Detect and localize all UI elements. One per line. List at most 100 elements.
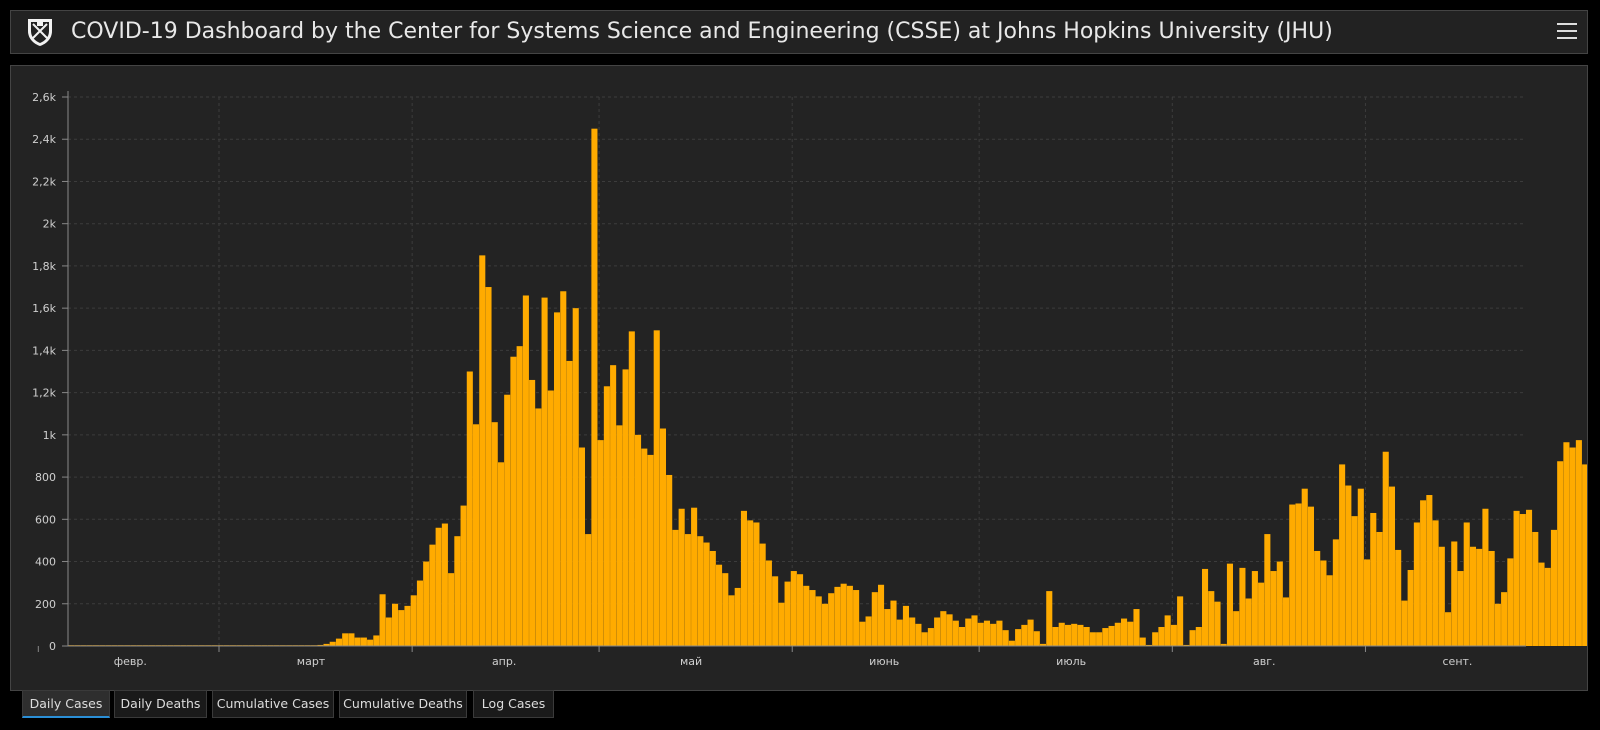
y-tick-label: 1,8k [32, 260, 56, 273]
bar [398, 610, 405, 646]
bar [335, 638, 343, 646]
bar [541, 297, 548, 646]
bar [572, 308, 579, 646]
bar [448, 573, 455, 646]
bar [1233, 611, 1240, 646]
bar [840, 583, 847, 646]
bar [1177, 596, 1184, 646]
bar [921, 632, 928, 646]
bar [404, 605, 411, 646]
bar [1064, 624, 1072, 646]
bar [1532, 531, 1539, 646]
bar [1582, 464, 1589, 646]
bar [803, 585, 810, 646]
bar [1015, 629, 1022, 646]
bar [1058, 622, 1065, 646]
bar [1345, 485, 1352, 646]
bar [597, 440, 604, 646]
bar [1364, 559, 1371, 646]
bar [846, 585, 853, 646]
y-tick-label: 200 [35, 598, 56, 611]
bar [821, 603, 829, 646]
bar [1145, 644, 1153, 646]
dashboard-header: COVID-19 Dashboard by the Center for Sys… [10, 10, 1588, 54]
bar [666, 474, 673, 646]
bar [379, 594, 386, 646]
bar [884, 609, 891, 646]
bar [1569, 447, 1576, 646]
bar [1420, 500, 1427, 646]
y-tick-label: 2,6k [32, 91, 56, 104]
bar [1283, 597, 1290, 646]
bar [1469, 546, 1477, 646]
x-tick-label: март [297, 655, 326, 668]
bar [896, 619, 903, 646]
bar [392, 603, 399, 646]
bar [1476, 548, 1483, 646]
bar [1407, 569, 1414, 646]
chart-panel: 0 200 400 600 800 1k 1,2k 1,4k 1,6k 1,8k 2k 2,2k 2,4… [10, 65, 1600, 691]
tab-cumulative-deaths[interactable]: Cumulative Deaths [339, 690, 467, 718]
x-tick-label: авг. [1253, 655, 1276, 668]
bar [1083, 626, 1090, 646]
bar [1208, 591, 1215, 646]
bar [853, 590, 860, 646]
tab-cumulative-cases[interactable]: Cumulative Cases [212, 690, 334, 718]
bar [878, 584, 885, 646]
bar [747, 520, 754, 646]
y-tick-label: 1k [43, 429, 57, 442]
bar [1096, 632, 1103, 646]
bar [672, 529, 679, 646]
y-tick-label: 0 [49, 640, 56, 653]
bar [1295, 503, 1302, 646]
bar [1258, 582, 1265, 646]
bar [535, 408, 542, 646]
bar [1357, 488, 1364, 646]
bar [691, 507, 698, 646]
bar [1314, 550, 1321, 646]
bar [317, 644, 324, 646]
bar [1270, 571, 1277, 646]
bar [510, 356, 517, 646]
bar [1457, 571, 1464, 646]
bar [1071, 623, 1078, 646]
bar [990, 623, 997, 646]
hamburger-menu-icon[interactable] [1557, 23, 1577, 41]
x-tick-label: сент. [1443, 655, 1473, 668]
bar [1214, 601, 1221, 646]
tab-log-cases[interactable]: Log Cases [473, 690, 554, 718]
tab-daily-cases[interactable]: Daily Cases [22, 690, 110, 718]
bar [635, 434, 642, 646]
bar [1245, 598, 1252, 646]
tab-daily-deaths[interactable]: Daily Deaths [114, 690, 207, 718]
bar [716, 564, 723, 646]
bar [728, 595, 735, 646]
bar [1563, 442, 1570, 646]
bar [1183, 644, 1190, 646]
bar [1326, 575, 1333, 646]
bar [1438, 546, 1445, 646]
y-tick-label: 800 [35, 471, 56, 484]
y-tick-label: 2,4k [32, 133, 56, 146]
bar [1332, 539, 1339, 646]
bar [890, 600, 897, 646]
bar [1482, 508, 1489, 646]
bar [547, 390, 554, 646]
bar [734, 587, 741, 646]
bar [367, 639, 374, 646]
bar [1251, 571, 1258, 646]
bar [360, 637, 367, 646]
bar [765, 560, 772, 646]
bar [1152, 632, 1159, 646]
bar [865, 616, 872, 646]
x-tick-label: май [680, 655, 702, 668]
bar [529, 379, 536, 646]
bar [373, 635, 380, 646]
x-tick-label: июль [1056, 655, 1086, 668]
y-tick-label: 1,6k [32, 302, 56, 315]
bar [1108, 625, 1115, 646]
bar [423, 561, 430, 646]
y-tick-label: 1,4k [32, 344, 56, 357]
bar [1139, 637, 1146, 646]
y-tick-label: 2k [43, 218, 57, 231]
